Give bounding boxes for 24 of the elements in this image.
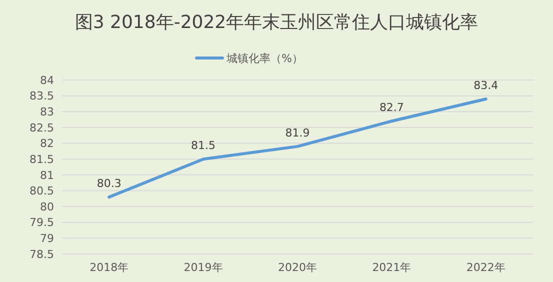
chart-title: 图3 2018年-2022年年末玉州区常住人口城镇化率 xyxy=(74,12,478,33)
y-tick-label: 83.5 xyxy=(30,90,54,103)
x-tick-label: 2019年 xyxy=(184,261,223,274)
data-label: 83.4 xyxy=(474,78,498,92)
y-tick-label: 81.5 xyxy=(30,152,54,166)
legend-label: 城镇化率（%） xyxy=(226,52,303,65)
x-tick-label: 2018年 xyxy=(90,261,129,274)
y-tick-label: 81 xyxy=(40,168,54,182)
data-label: 81.5 xyxy=(191,139,216,152)
x-tick-label: 2021年 xyxy=(372,261,412,274)
data-label: 81.9 xyxy=(285,126,310,140)
x-tick-label: 2020年 xyxy=(278,261,317,274)
y-tick-label: 82 xyxy=(40,137,54,150)
x-tick-label: 2022年 xyxy=(466,261,506,274)
y-tick-label: 84 xyxy=(40,74,54,87)
data-label: 82.7 xyxy=(379,101,404,114)
y-tick-label: 82.5 xyxy=(30,121,54,134)
y-tick-label: 79.5 xyxy=(30,216,54,230)
y-tick-label: 79 xyxy=(40,232,54,246)
y-tick-label: 80.5 xyxy=(30,184,54,198)
data-label: 80.3 xyxy=(96,177,122,190)
y-tick-label: 80 xyxy=(40,200,54,214)
y-tick-label: 78.5 xyxy=(30,248,54,261)
y-tick-label: 83 xyxy=(40,105,54,118)
